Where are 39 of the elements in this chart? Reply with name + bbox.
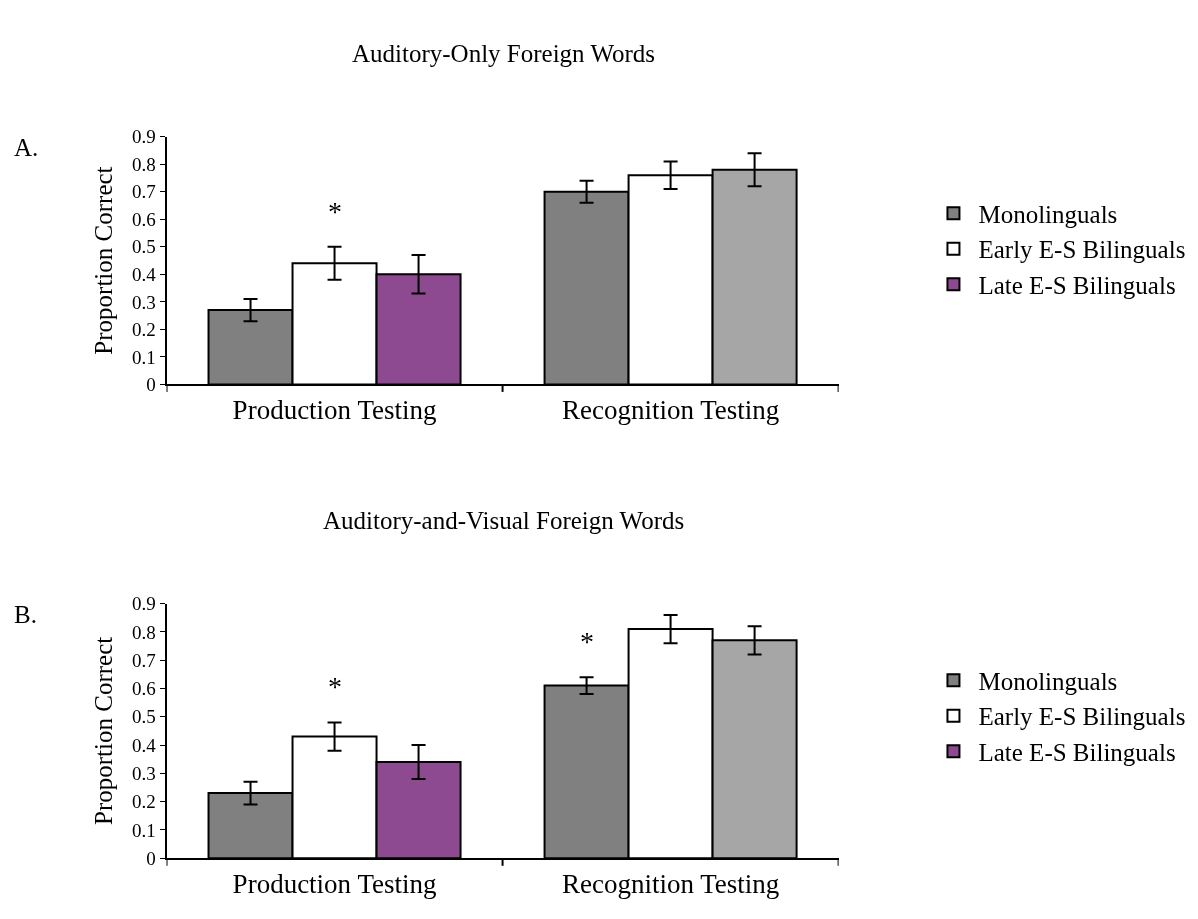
x-tick-label: Production Testing	[232, 394, 437, 425]
y-axis-title: Proportion Correct	[90, 636, 118, 825]
legend-label: Monolinguals	[978, 201, 1118, 228]
y-tick-label: 0.1	[131, 346, 156, 368]
y-tick-label: 0.7	[131, 649, 156, 671]
y-tick-label: 0	[146, 847, 156, 869]
x-tick-label: Recognition Testing	[561, 868, 780, 899]
annotation: *	[580, 626, 594, 657]
y-axis-title: Proportion Correct	[90, 166, 118, 355]
y-tick-label: 0.5	[131, 706, 156, 728]
annotation: *	[328, 671, 342, 702]
y-tick-label: 0.1	[131, 819, 156, 841]
y-tick-label: 0.3	[131, 291, 156, 313]
y-tick-label: 0.2	[131, 319, 156, 341]
legend-label: Monolinguals	[978, 667, 1118, 695]
text: A.	[14, 134, 39, 161]
y-tick-label: 0.7	[131, 181, 156, 203]
chart-title: Auditory-and-Visual Foreign Words	[323, 507, 685, 534]
text: B.	[14, 601, 37, 628]
y-tick-label: 0	[146, 374, 156, 396]
y-tick-label: 0.2	[131, 791, 156, 813]
y-tick-label: 0.5	[131, 236, 156, 258]
legend-label: Early E-S Bilinguals	[978, 703, 1186, 731]
legend-label: Late E-S Bilinguals	[978, 272, 1176, 299]
y-tick-label: 0.4	[131, 734, 157, 756]
x-tick-label: Production Testing	[232, 868, 437, 899]
legend-label: Late E-S Bilinguals	[978, 738, 1176, 766]
legend-label: Early E-S Bilinguals	[978, 236, 1186, 264]
annotation: *	[328, 196, 342, 227]
y-tick-label: 0.8	[131, 153, 156, 175]
y-tick-label: 0.9	[131, 593, 156, 615]
y-tick-label: 0.6	[131, 678, 156, 700]
y-tick-label: 0.6	[131, 208, 156, 230]
chart-title: Auditory-Only Foreign Words	[352, 40, 656, 67]
y-tick-label: 0.4	[131, 263, 157, 285]
y-tick-label: 0.8	[131, 621, 156, 643]
x-tick-label: Recognition Testing	[561, 394, 780, 425]
y-tick-label: 0.3	[131, 762, 156, 784]
y-tick-label: 0.9	[131, 126, 156, 148]
